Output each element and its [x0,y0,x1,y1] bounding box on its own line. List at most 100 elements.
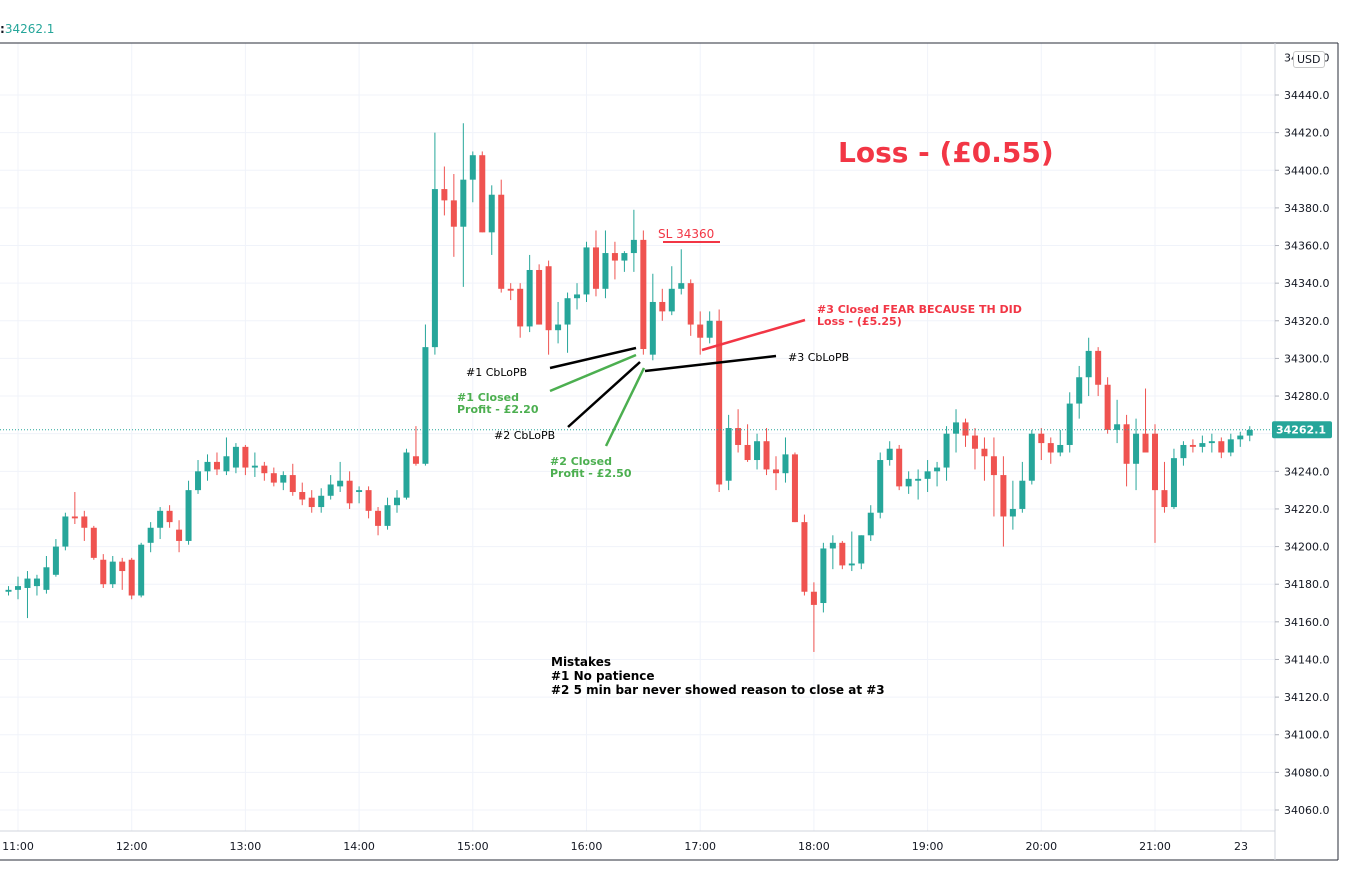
candle-body [763,441,770,470]
candle-body [886,448,893,461]
candle-body [602,253,609,289]
candle-body [166,510,173,523]
candle-body [1189,444,1196,447]
loss-title: Loss - (£0.55) [838,136,1054,169]
candle-body [536,269,543,325]
candle-body [773,469,779,474]
candle-body [564,298,571,325]
candle-body [318,495,325,508]
candle-body [1180,444,1187,459]
candle-body [242,446,249,468]
candle-body [289,475,296,493]
candle-body [403,452,410,498]
candle-body [52,546,59,575]
entry-2-closed-label: #2 Closed [550,455,612,468]
candle-body [450,200,457,227]
candle-body [971,435,978,449]
candle-body [716,320,723,485]
candle-body [953,422,960,434]
candle-body [545,266,552,331]
candle-body [365,490,372,511]
candle-body [176,529,183,541]
candle-body [990,456,997,476]
currency-badge[interactable]: USD [1293,51,1325,68]
candle-body [33,578,40,587]
candle-body [801,522,808,592]
candle-body [1066,403,1073,445]
candle-body [270,473,277,483]
header-last-price: 34262.1 [4,22,55,36]
candle-body [185,490,192,541]
entry-3-closed-label: #3 Closed FEAR BECAUSE TH DID [817,303,1022,316]
last-price-tag: 34262.1 [1272,421,1332,439]
candle-body [138,544,145,596]
x-tick-label: 20:00 [1025,840,1057,853]
candle-body [1237,435,1244,440]
candle-body [1199,443,1206,447]
candle-body [981,448,988,457]
candle-body [1057,444,1064,453]
y-tick-label: 34120.0 [1284,691,1330,704]
candle-body [479,155,486,233]
candle-body [839,542,846,566]
mistake-1: #1 No patience [551,669,655,683]
candle-body [119,561,126,572]
y-tick-label: 34340.0 [1284,277,1330,290]
entry-1-profit-label: Profit - £2.20 [457,403,539,416]
entry-1-line [549,346,637,370]
candle-body [1047,443,1054,453]
candle-body [412,456,419,464]
candle-body [431,189,438,348]
candle-body [204,461,211,472]
candle-body [630,239,637,254]
x-tick-label: 17:00 [684,840,716,853]
candle-body [337,480,344,487]
header-colon: : [0,22,5,36]
candle-body [90,527,97,558]
entry-3-loss-label: Loss - (£5.25) [817,315,902,328]
candle-body [706,320,713,338]
candle-body [820,548,827,604]
x-tick-label: 16:00 [571,840,603,853]
x-tick-label: 19:00 [912,840,944,853]
candle-body [517,288,524,327]
stop-loss-label: SL 34360 [658,227,714,241]
candle-body [1076,377,1083,404]
candle-body [1085,350,1092,378]
candle-body [213,461,220,470]
candle-body [1038,433,1045,444]
candle-body [1123,424,1130,464]
y-tick-label: 34320.0 [1284,315,1330,328]
candle-body [526,269,533,327]
last-price-header: :34262.1 [0,22,54,36]
candle-body [1095,350,1102,385]
candle-body [592,247,599,289]
candle-body [687,283,694,325]
y-tick-label: 34200.0 [1284,541,1330,554]
candle-body [498,194,505,289]
x-tick-label: 11:00 [2,840,34,853]
candle-body [422,347,429,464]
candle-body [858,535,865,564]
grid [0,43,1275,831]
candle-body [621,253,628,261]
candle-body [791,454,798,523]
entry-1-closed-label: #1 Closed [457,391,519,404]
y-tick-label: 34180.0 [1284,578,1330,591]
time-axis[interactable]: 11:00 12:00 13:00 14:00 15:00 16:00 17:00 18:00… [2,840,1248,853]
candle-body [109,561,116,585]
candle-body [915,478,922,481]
candle-body [1142,433,1149,453]
candle-body [1208,441,1215,444]
candle-body [43,567,50,590]
y-tick-label: 34100.0 [1284,729,1330,742]
candle-body [1152,433,1158,491]
entry-1-label: #1 CbLoPB [466,366,527,379]
candle-body [725,428,732,481]
candle-body [1019,480,1026,509]
entry-3-closed-line [701,318,806,352]
candle-body [1133,433,1140,464]
candle-body [1009,508,1016,517]
entry-2-line [567,361,641,428]
